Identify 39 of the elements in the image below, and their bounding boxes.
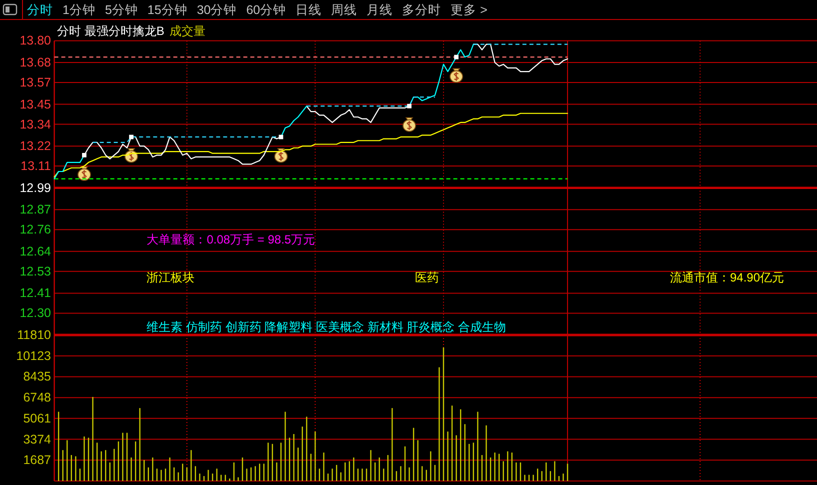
text: 更多 > [450,3,488,17]
y-tick-label: 13.45 [20,97,52,112]
y-tick-label: 12.64 [20,244,52,258]
y-tick-label: 12.87 [20,202,52,217]
text: 多分时 [402,3,442,17]
text: 成交量 [169,24,206,38]
y-tick-label: 13.57 [20,75,52,90]
annotation: 大单量额：0.08万手 = 98.5万元 [146,232,316,246]
y-tick-label: 12.41 [20,286,52,300]
y-tick-label: 13.80 [20,34,52,48]
y-tick-label: 12.30 [20,306,52,320]
text: 月线 [366,3,393,17]
y-tick-label: 1687 [23,453,52,468]
text: 15分钟 [147,3,188,17]
annotation: 浙江板块 [146,270,195,284]
y-tick-label: 13.34 [20,117,52,132]
y-tick-label: 11810 [17,328,52,342]
text: 日线 [296,3,322,17]
y-tick-label: 6748 [23,390,52,405]
y-tick-label: 5061 [23,411,52,426]
y-tick-label: 13.11 [20,159,52,174]
y-tick-label: 8435 [23,370,52,384]
annotation: 维生素 仿制药 创新药 降解塑料 医美概念 新材料 肝炎概念 合成生物 [146,320,506,334]
annotation: 医药 [415,270,439,284]
y-tick-label: 3374 [23,432,52,446]
text: 周线 [331,3,358,17]
text: 1分钟 [62,3,96,17]
chart-title: 分时 最强分时擒龙B [57,24,164,38]
text: 分时 [27,3,53,17]
y-tick-label: 12.99 [20,180,52,195]
text: 30分钟 [196,3,237,17]
annotation: 流通市值：94.90亿元 [670,270,784,284]
y-tick-label: 13.22 [20,139,52,154]
text: 5分钟 [104,3,138,17]
y-tick-label: 10123 [16,348,52,363]
y-tick-label: 12.76 [20,222,52,237]
y-tick-label: 12.53 [20,264,52,278]
text: 60分钟 [246,3,286,17]
y-tick-label: 13.68 [20,56,52,70]
